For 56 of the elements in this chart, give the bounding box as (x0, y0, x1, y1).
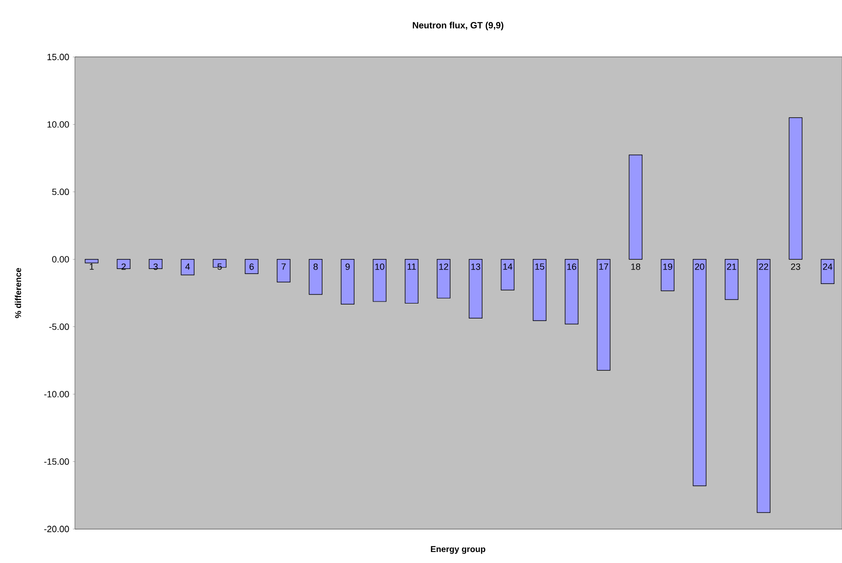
bar (84, 258, 98, 264)
x-tick-label: 1 (90, 263, 94, 270)
x-tick-label: 23 (791, 263, 800, 270)
x-tick-label: 22 (759, 263, 768, 270)
bar (436, 258, 450, 298)
x-tick-label: 18 (631, 263, 640, 270)
bar (756, 258, 770, 513)
bar (116, 258, 130, 270)
bar (628, 154, 642, 260)
bar (308, 258, 322, 295)
y-tick-label: 0.00 (52, 256, 69, 262)
bar (468, 258, 482, 319)
x-axis-title: Energy group (430, 546, 486, 554)
x-tick-label: 12 (439, 263, 448, 270)
bar (532, 258, 546, 321)
x-tick-label: 11 (408, 263, 416, 270)
y-tick-label: 5.00 (52, 188, 69, 196)
y-tick-label: 10.00 (48, 121, 69, 128)
x-tick-label: 24 (823, 263, 832, 270)
x-tick-label: 21 (727, 263, 736, 270)
chart-title: Neutron flux, GT (9,9) (412, 22, 504, 30)
x-tick-label: 16 (567, 263, 576, 270)
x-tick-label: 9 (346, 263, 350, 270)
y-tick-label: -15.00 (44, 458, 69, 465)
x-tick-label: 15 (535, 263, 544, 270)
x-tick-label: 20 (695, 263, 704, 270)
x-tick-label: 4 (185, 263, 190, 270)
y-tick-label: -10.00 (44, 390, 69, 398)
bar (340, 258, 354, 304)
x-tick-label: 13 (471, 263, 480, 270)
bar (596, 258, 610, 371)
x-tick-label: 7 (282, 263, 286, 270)
y-tick-label: -5.00 (49, 324, 69, 330)
bar (372, 258, 386, 302)
x-tick-label: 19 (663, 263, 672, 270)
x-tick-label: 2 (122, 263, 126, 270)
bar (564, 258, 578, 324)
bar (276, 258, 290, 282)
bar (404, 258, 418, 304)
bar (788, 117, 802, 260)
x-tick-label: 8 (314, 263, 318, 270)
y-tick-label: -20.00 (44, 526, 69, 532)
bar (820, 258, 834, 284)
bar (660, 258, 674, 292)
x-tick-label: 10 (375, 263, 384, 270)
bar (692, 258, 706, 486)
y-axis-title: % difference (14, 268, 22, 318)
bar (148, 258, 162, 270)
x-tick-label: 6 (250, 263, 254, 270)
y-tick-label: 15.00 (48, 54, 69, 60)
x-tick-label: 17 (599, 263, 608, 270)
bar (180, 258, 194, 276)
bar (500, 258, 514, 290)
bar (724, 258, 738, 300)
x-tick-label: 14 (503, 263, 512, 270)
bar (244, 258, 258, 274)
